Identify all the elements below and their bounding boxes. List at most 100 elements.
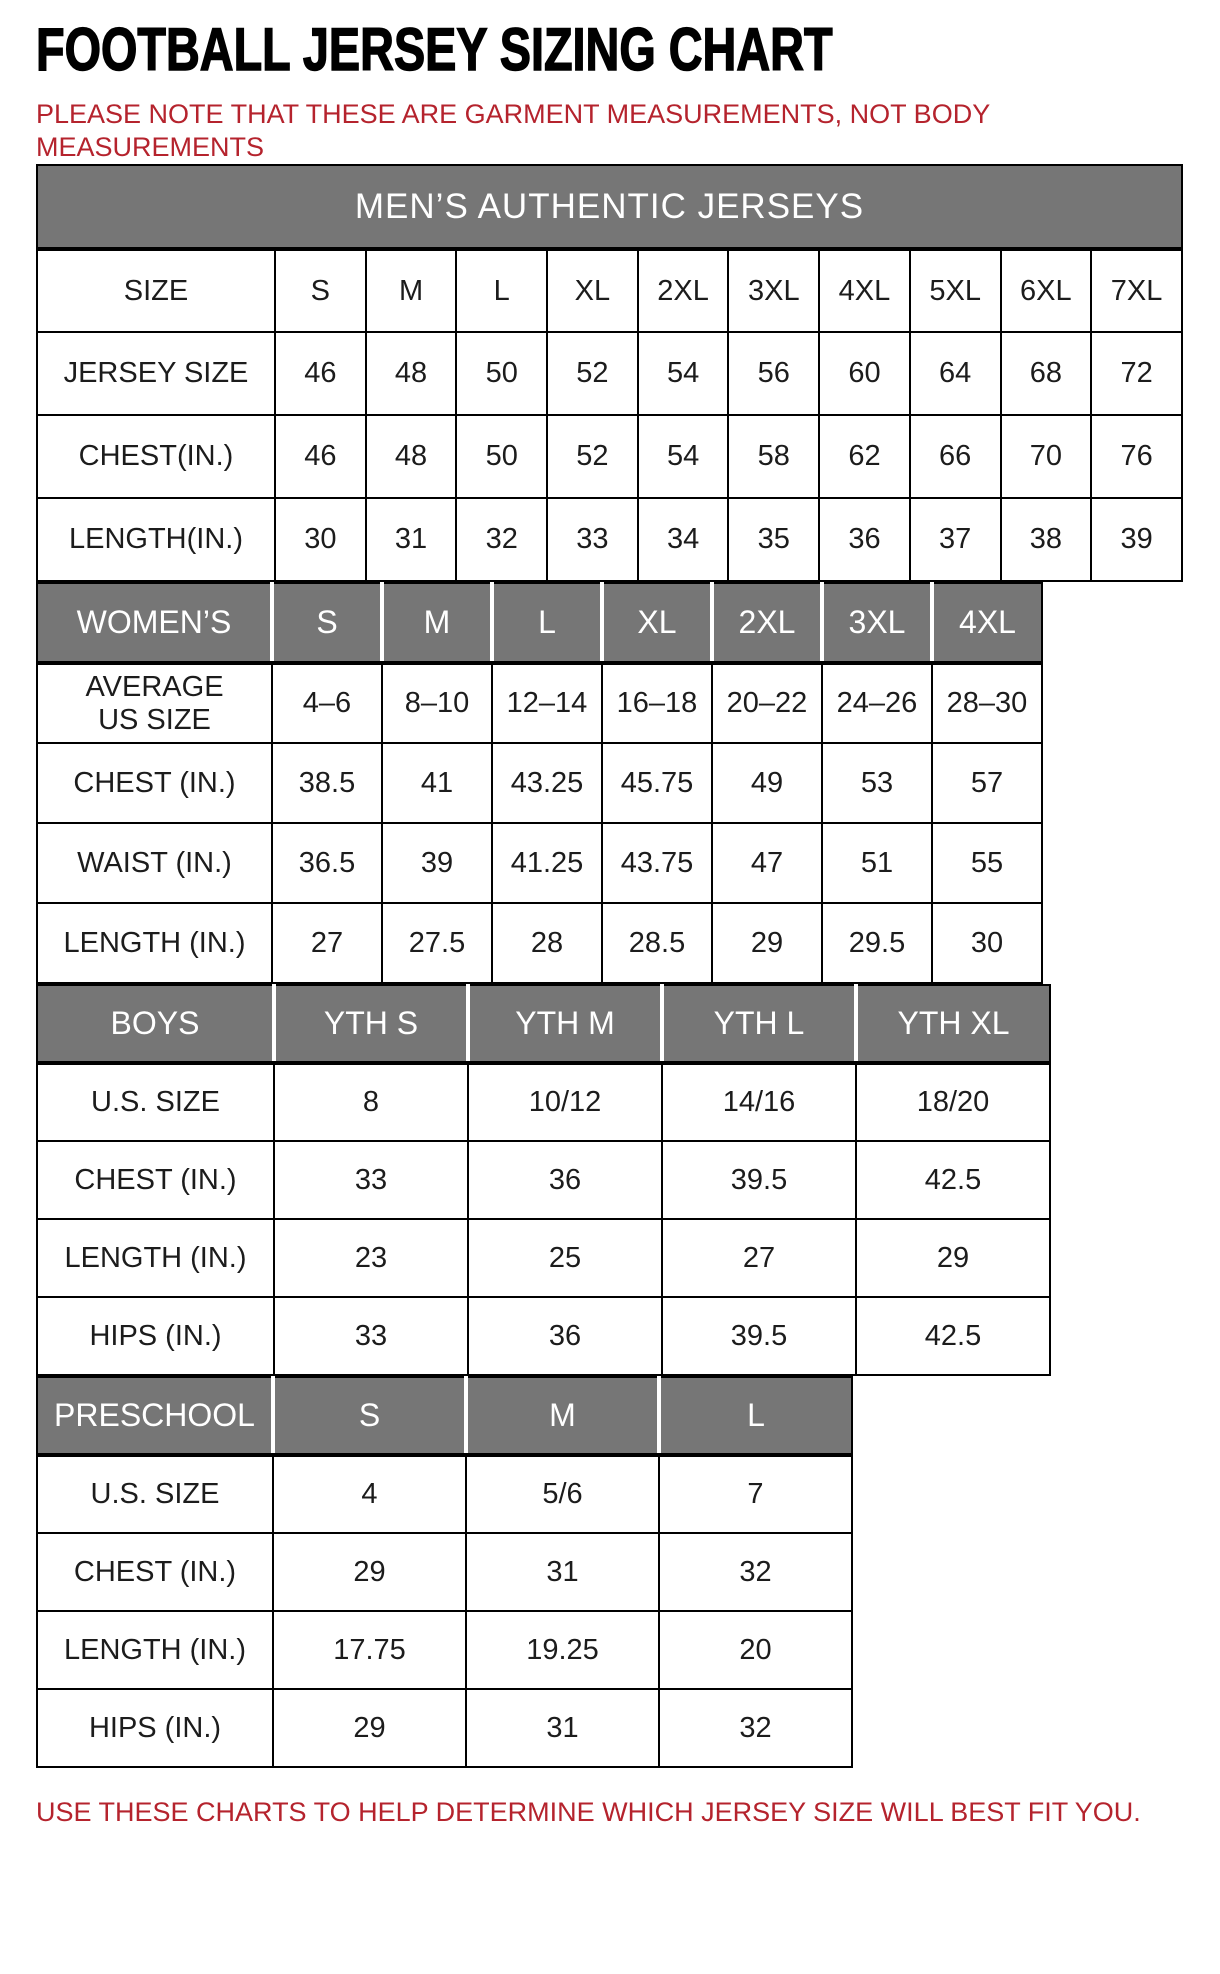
row-label-cell: LENGTH (IN.) xyxy=(36,1610,274,1690)
table-row: WAIST (IN.) 36.5 39 41.25 43.75 47 51 55 xyxy=(36,822,1043,904)
value-cell: 39.5 xyxy=(661,1296,857,1376)
row-label-cell: AVERAGE US SIZE xyxy=(36,662,273,744)
value-cell: 48 xyxy=(364,414,458,499)
value-cell: 19.25 xyxy=(465,1610,660,1690)
value-cell: 28 xyxy=(491,902,603,984)
value-cell: 39.5 xyxy=(661,1140,857,1220)
table-row: U.S. SIZE 4 5/6 7 xyxy=(36,1454,853,1534)
womens-sizing-table: WOMEN’S S M L XL 2XL 3XL 4XL AVERAGE US SIZE 4–6 8… xyxy=(36,582,1043,984)
row-label-cell: LENGTH(IN.) xyxy=(36,497,276,582)
value-cell: 28.5 xyxy=(601,902,713,984)
table-header-row: BOYS YTH S YTH M YTH L YTH XL xyxy=(36,984,1051,1065)
value-cell: 36 xyxy=(467,1296,663,1376)
row-label-cell: LENGTH (IN.) xyxy=(36,1218,275,1298)
value-cell: 29 xyxy=(711,902,823,984)
value-cell: 32 xyxy=(658,1688,853,1768)
table-row: HIPS (IN.) 29 31 32 xyxy=(36,1688,853,1768)
size-header-cell: M xyxy=(381,582,494,665)
row-label-cell: LENGTH (IN.) xyxy=(36,902,273,984)
row-label-cell: WAIST (IN.) xyxy=(36,822,273,904)
row-label-cell: HIPS (IN.) xyxy=(36,1688,274,1768)
table-title: MEN’S AUTHENTIC JERSEYS xyxy=(36,164,1183,251)
value-cell: 46 xyxy=(274,331,367,416)
value-cell: 10/12 xyxy=(467,1062,663,1142)
table-row: LENGTH (IN.) 17.75 19.25 20 xyxy=(36,1610,853,1690)
value-cell: 57 xyxy=(931,742,1043,824)
table-row: JERSEY SIZE 46 48 50 52 54 56 60 64 68 72 xyxy=(36,331,1183,416)
row-label-cell: CHEST (IN.) xyxy=(36,742,273,824)
size-header-cell: 3XL xyxy=(727,248,821,333)
value-cell: 39 xyxy=(1090,497,1183,582)
value-cell: 64 xyxy=(908,331,1002,416)
row-label-cell: U.S. SIZE xyxy=(36,1062,275,1142)
table-header-row: WOMEN’S S M L XL 2XL 3XL 4XL xyxy=(36,582,1043,665)
size-header-cell: 4XL xyxy=(931,582,1043,665)
value-cell: 38 xyxy=(999,497,1093,582)
table-name-cell: PRESCHOOL xyxy=(36,1376,275,1457)
size-header-cell: XL xyxy=(546,248,639,333)
value-cell: 36.5 xyxy=(271,822,383,904)
table-row: HIPS (IN.) 33 36 39.5 42.5 xyxy=(36,1296,1051,1376)
table-row: CHEST (IN.) 38.5 41 43.25 45.75 49 53 57 xyxy=(36,742,1043,824)
value-cell: 20 xyxy=(658,1610,853,1690)
value-cell: 39 xyxy=(381,822,493,904)
size-header-cell: 5XL xyxy=(908,248,1002,333)
table-title-row: MEN’S AUTHENTIC JERSEYS xyxy=(36,164,1183,251)
size-header-cell: 2XL xyxy=(711,582,824,665)
value-cell: 8 xyxy=(273,1062,469,1142)
row-label-cell: CHEST (IN.) xyxy=(36,1140,275,1220)
value-cell: 34 xyxy=(636,497,730,582)
value-cell: 70 xyxy=(999,414,1093,499)
value-cell: 27.5 xyxy=(381,902,493,984)
value-cell: 36 xyxy=(818,497,911,582)
value-cell: 25 xyxy=(467,1218,663,1298)
mens-authentic-jerseys-table: MEN’S AUTHENTIC JERSEYS SIZE S M L XL 2XL 3XL 4X… xyxy=(36,164,1183,582)
table-name-cell: SIZE xyxy=(36,248,276,333)
value-cell: 8–10 xyxy=(381,662,493,744)
value-cell: 32 xyxy=(658,1532,853,1612)
value-cell: 68 xyxy=(999,331,1093,416)
value-cell: 55 xyxy=(931,822,1043,904)
table-row: LENGTH(IN.) 30 31 32 33 34 35 36 37 38 39 xyxy=(36,497,1183,582)
table-header-row: SIZE S M L XL 2XL 3XL 4XL 5XL 6XL 7XL xyxy=(36,248,1183,333)
value-cell: 56 xyxy=(727,331,821,416)
value-cell: 29.5 xyxy=(821,902,933,984)
value-cell: 17.75 xyxy=(272,1610,467,1690)
value-cell: 35 xyxy=(727,497,821,582)
note-line-1: PLEASE NOTE THAT THESE ARE GARMENT MEASU… xyxy=(36,99,991,129)
fit-guidance-note: USE THESE CHARTS TO HELP DETERMINE WHICH… xyxy=(36,1797,1141,1827)
table-name-cell: BOYS xyxy=(36,984,276,1065)
row-label-cell: U.S. SIZE xyxy=(36,1454,274,1534)
value-cell: 33 xyxy=(273,1296,469,1376)
value-cell: 31 xyxy=(364,497,458,582)
table-row: CHEST(IN.) 46 48 50 52 54 58 62 66 70 76 xyxy=(36,414,1183,499)
value-cell: 62 xyxy=(818,414,911,499)
value-cell: 7 xyxy=(658,1454,853,1534)
garment-measurements-note: PLEASE NOTE THAT THESE ARE GARMENT MEASU… xyxy=(36,98,1220,164)
table-row: CHEST (IN.) 33 36 39.5 42.5 xyxy=(36,1140,1051,1220)
value-cell: 48 xyxy=(364,331,458,416)
page-content: FOOTBALL JERSEY SIZING CHART PLEASE NOTE… xyxy=(35,17,1220,1827)
value-cell: 12–14 xyxy=(491,662,603,744)
note-line-2: MEASUREMENTS xyxy=(36,132,265,162)
size-header-cell: YTH L xyxy=(661,984,858,1065)
size-header-cell: 6XL xyxy=(999,248,1093,333)
value-cell: 16–18 xyxy=(601,662,713,744)
row-label-cell: CHEST (IN.) xyxy=(36,1532,274,1612)
size-header-cell: S xyxy=(272,1376,468,1457)
size-header-cell: 7XL xyxy=(1090,248,1183,333)
size-header-cell: YTH XL xyxy=(855,984,1051,1065)
value-cell: 29 xyxy=(272,1532,467,1612)
value-cell: 66 xyxy=(908,414,1002,499)
value-cell: 54 xyxy=(636,414,730,499)
size-header-cell: M xyxy=(465,1376,661,1457)
value-cell: 29 xyxy=(855,1218,1051,1298)
value-cell: 14/16 xyxy=(661,1062,857,1142)
value-cell: 32 xyxy=(455,497,549,582)
table-row: AVERAGE US SIZE 4–6 8–10 12–14 16–18 20–22 24–… xyxy=(36,662,1043,744)
value-cell: 31 xyxy=(465,1532,660,1612)
value-cell: 54 xyxy=(636,331,730,416)
value-cell: 43.25 xyxy=(491,742,603,824)
size-header-cell: YTH S xyxy=(273,984,470,1065)
size-header-cell: S xyxy=(274,248,367,333)
